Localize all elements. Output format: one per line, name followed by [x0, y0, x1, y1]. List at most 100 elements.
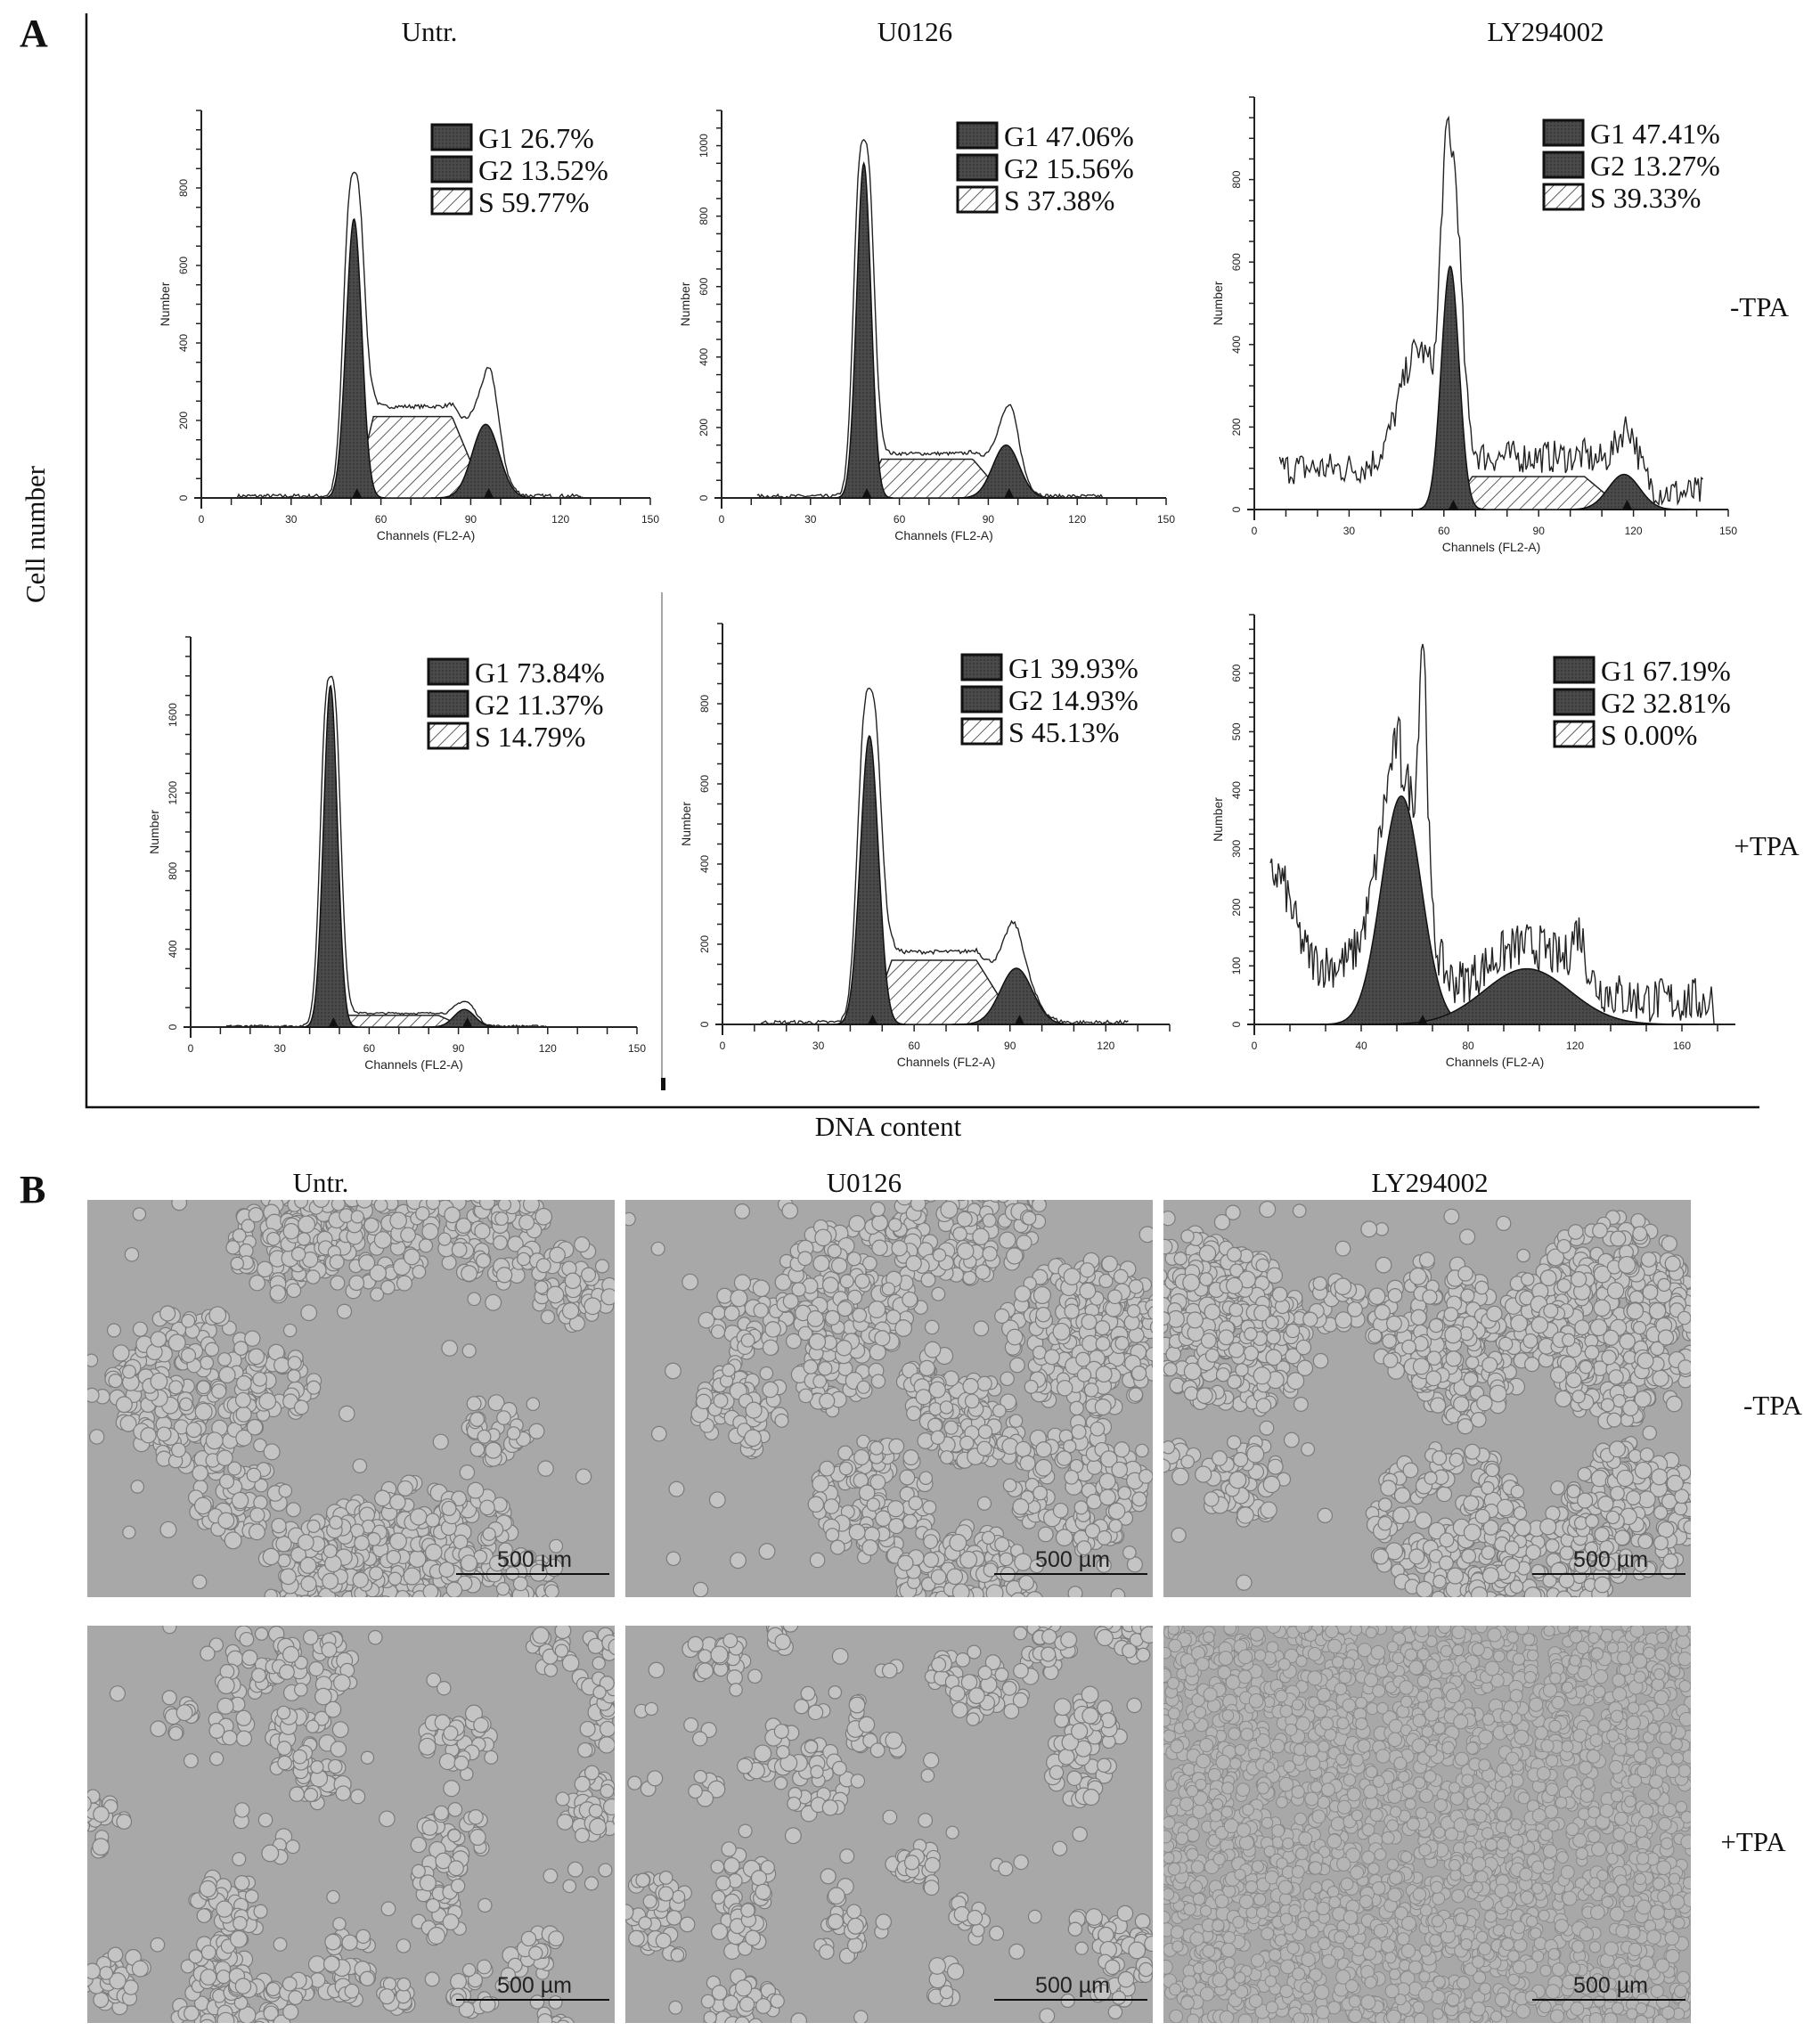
cell: [204, 1342, 220, 1358]
cell: [1571, 1390, 1586, 1404]
y-tick-label: 600: [1230, 253, 1243, 271]
cell: [1693, 1479, 1707, 1493]
legend-label-s: S 45.13%: [1008, 716, 1119, 748]
legend-label-g2: G2 15.56%: [1004, 152, 1134, 184]
cell: [1585, 1513, 1599, 1529]
cell: [774, 1413, 789, 1428]
cell: [275, 1536, 292, 1553]
cell: [920, 1272, 936, 1288]
row-label-minus-tpa: -TPA: [1730, 291, 1790, 322]
legend-value: 11.37%: [517, 689, 603, 721]
x-tick-label: 150: [641, 513, 659, 526]
cell: [1076, 1367, 1092, 1382]
cell: [1096, 1557, 1112, 1573]
cell: [124, 1247, 140, 1262]
cell: [1000, 1135, 1012, 1147]
legend-phase: S: [1008, 716, 1024, 748]
cell: [324, 1933, 341, 1951]
cell: [461, 1265, 477, 1283]
cell: [358, 1254, 376, 1271]
cell: [1032, 1200, 1047, 1212]
cell: [122, 1525, 136, 1539]
cell: [740, 1333, 755, 1348]
cell: [1459, 1325, 1474, 1342]
cell: [962, 1270, 977, 1285]
cell: [1392, 1506, 1410, 1525]
cell: [306, 1269, 321, 1285]
cell: [1019, 1594, 1031, 1597]
cells: [87, 1626, 615, 2023]
cell: [1556, 1278, 1571, 1293]
x-tick-label: 0: [1252, 1040, 1258, 1052]
cell: [1097, 1529, 1113, 1546]
cell: [994, 1537, 1010, 1553]
cell: [159, 1305, 176, 1322]
cell: [549, 1246, 566, 1264]
cell: [278, 1483, 293, 1498]
cell: [745, 1401, 763, 1419]
cell: [600, 1288, 615, 1306]
x-tick-label: 0: [199, 513, 205, 526]
cell: [922, 1500, 937, 1515]
cell: [829, 1539, 845, 1555]
cell: [1521, 1272, 1535, 1286]
cell: [967, 1136, 979, 1148]
cell: [388, 1602, 404, 1618]
cell: [935, 1604, 951, 1620]
y-axis-label: Number: [147, 810, 161, 854]
cell: [1032, 1485, 1048, 1501]
y-axis-label: Number: [1211, 797, 1225, 842]
cell: [1200, 1333, 1217, 1349]
cell: [1618, 1255, 1636, 1274]
cell: [1271, 1286, 1288, 1302]
y-tick-label: 600: [698, 277, 710, 295]
cell: [762, 1381, 779, 1399]
cell: [227, 1461, 242, 1476]
cell: [1131, 1491, 1147, 1507]
cell: [1163, 1269, 1168, 1283]
cell: [1084, 1523, 1101, 1539]
g1-phase-area: [302, 684, 359, 1028]
cell: [437, 1232, 452, 1246]
legend-swatch-g2: [430, 155, 473, 184]
cell: [899, 1486, 915, 1502]
cell: [290, 1246, 306, 1262]
legend-label-s: S 14.79%: [475, 721, 585, 753]
cell: [1584, 1541, 1599, 1555]
cell: [871, 1214, 888, 1232]
y-tick-label: 0: [1230, 506, 1243, 512]
cell: [854, 1273, 870, 1289]
cell: [982, 1213, 997, 1228]
cell: [807, 1496, 825, 1513]
cell: [244, 1330, 261, 1347]
cell: [420, 1612, 434, 1626]
cell: [492, 1200, 502, 1202]
cell: [258, 1392, 277, 1410]
cell: [887, 1218, 902, 1232]
cell: [917, 1165, 931, 1179]
cell: [1126, 1304, 1141, 1318]
cell: [1090, 1421, 1106, 1437]
cell: [1056, 1450, 1073, 1466]
cell: [394, 1179, 409, 1195]
cell: [825, 1528, 840, 1542]
cell: [1010, 1592, 1026, 1597]
cell: [1610, 1486, 1625, 1501]
cell: [1246, 1445, 1265, 1464]
legend-value: 73.84%: [517, 657, 605, 689]
cell: [1634, 1461, 1653, 1480]
cell: [115, 1396, 133, 1414]
cell: [1098, 1488, 1116, 1506]
y-tick-label: 800: [698, 695, 711, 713]
cell: [426, 1200, 441, 1211]
cell: [1677, 1359, 1691, 1375]
cell: [1004, 1185, 1016, 1197]
legend-value: 13.52%: [520, 154, 608, 186]
y-axis-label: Number: [678, 281, 692, 326]
cell: [1296, 1359, 1314, 1376]
cell: [910, 1200, 926, 1212]
cell: [896, 1610, 913, 1627]
cell: [1422, 1289, 1438, 1305]
cell: [924, 1177, 940, 1193]
cell: [1418, 1252, 1435, 1268]
